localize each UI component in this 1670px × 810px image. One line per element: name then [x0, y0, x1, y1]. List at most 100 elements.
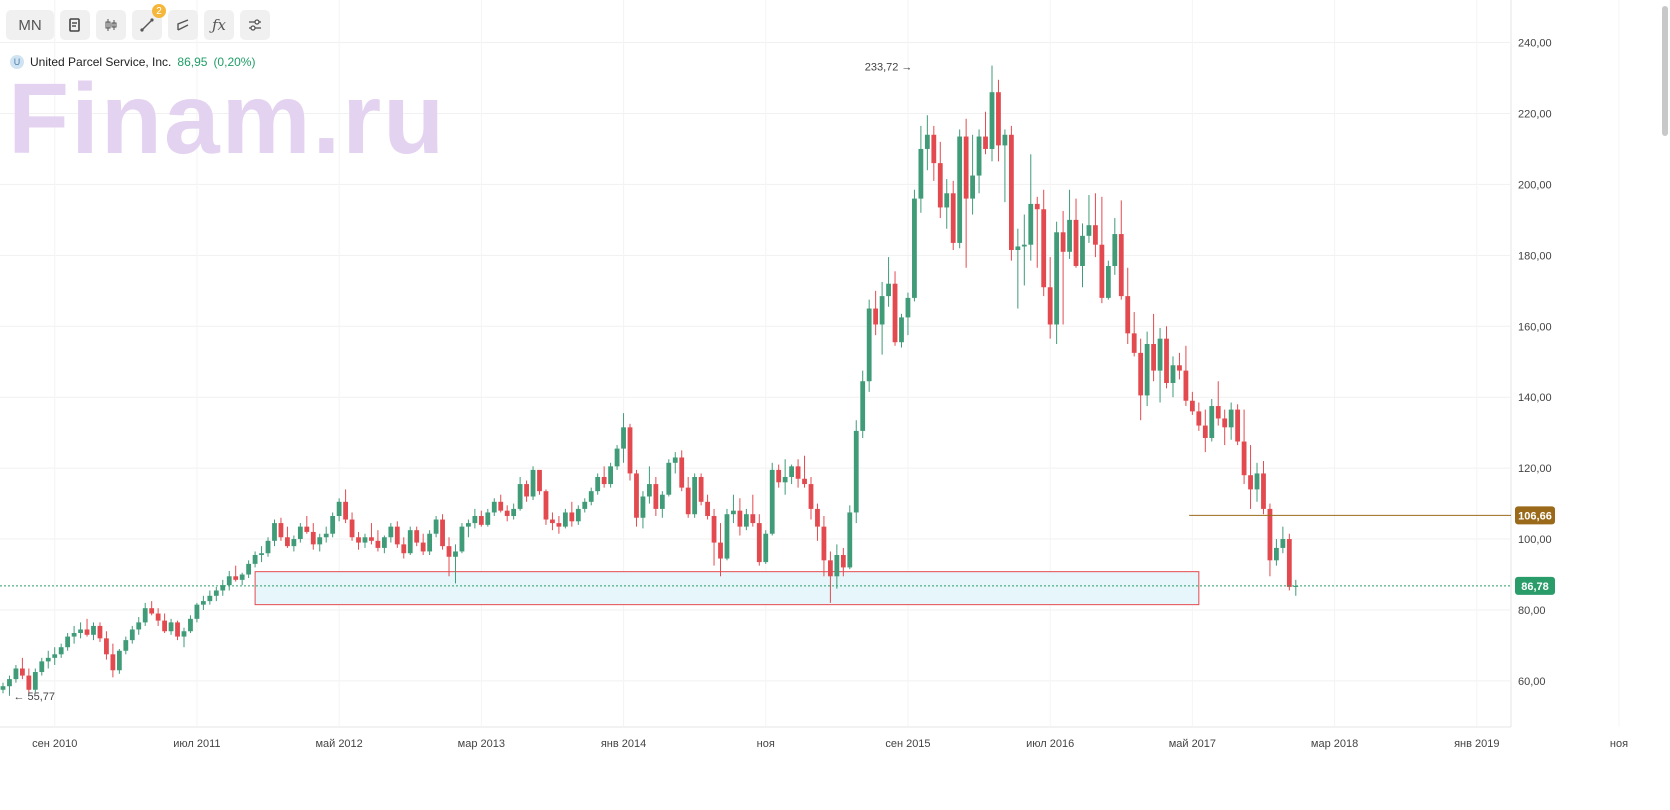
candle — [569, 501, 575, 527]
candle-body — [1041, 209, 1047, 288]
candle — [252, 551, 258, 568]
x-tick-label: май 2017 — [1169, 738, 1216, 750]
candle-body — [1034, 203, 1040, 210]
candle — [873, 290, 879, 336]
candle-body — [1261, 473, 1266, 509]
candle — [1105, 260, 1111, 300]
candle-body — [1274, 547, 1279, 561]
candle — [634, 469, 639, 527]
candle — [401, 537, 407, 559]
candle-body — [996, 92, 1001, 146]
candle — [517, 476, 523, 511]
candle-body — [937, 163, 943, 208]
y-tick-label: 180,00 — [1518, 250, 1552, 262]
candle-body — [1228, 409, 1234, 428]
candle-body — [453, 551, 458, 557]
period-label: MN — [18, 16, 42, 34]
candle-body — [485, 512, 491, 525]
candle-body — [414, 530, 420, 543]
support-zone-rect — [254, 571, 1200, 606]
candle — [1157, 328, 1163, 403]
candle — [1054, 221, 1060, 344]
candle-body — [26, 675, 32, 690]
candle — [847, 505, 853, 570]
candle-body — [1177, 365, 1182, 371]
candle-body — [45, 657, 51, 662]
candle-body — [1067, 219, 1072, 252]
candle-body — [659, 494, 665, 509]
candle — [104, 631, 109, 660]
x-tick-label: янв 2019 — [1454, 738, 1499, 750]
candle — [782, 459, 788, 495]
candle-type-button[interactable] — [96, 10, 126, 40]
candle — [944, 179, 950, 229]
candle-body — [427, 533, 433, 552]
candle-body — [705, 501, 710, 516]
chart-toolbar: MN 2 ƒx — [6, 4, 270, 42]
candle-body — [1047, 287, 1053, 325]
instrument-change: (0,20%) — [213, 55, 256, 69]
candle-body — [220, 585, 226, 591]
draw-tools-button[interactable]: 2 — [132, 4, 166, 40]
x-tick-label: июл 2016 — [1026, 738, 1074, 750]
candle — [1099, 196, 1105, 304]
candle — [983, 111, 988, 155]
candle — [97, 622, 103, 642]
candle-body — [886, 283, 891, 297]
candle — [1189, 391, 1195, 415]
candle-body — [931, 134, 937, 164]
candle — [1241, 409, 1247, 485]
candle-body — [200, 601, 206, 605]
candle-body — [188, 618, 193, 632]
candle — [485, 508, 491, 527]
x-axis[interactable]: сен 2010 июл 2011 май 2012 мар 2013 янв 2014… — [32, 738, 1670, 750]
candle — [621, 413, 626, 463]
candle-body — [420, 542, 426, 552]
candle — [1177, 352, 1182, 380]
candle-body — [39, 661, 45, 673]
candle — [931, 125, 937, 181]
instrument-legend[interactable]: U United Parcel Service, Inc. 86,95 (0,2… — [10, 55, 255, 69]
candle-body — [1060, 232, 1066, 252]
brush-button[interactable] — [168, 10, 198, 40]
candle-body — [13, 668, 19, 680]
candle — [375, 530, 381, 552]
candle-body — [1157, 338, 1163, 371]
candle — [0, 682, 6, 694]
candle-body — [582, 501, 588, 509]
draw-order-button[interactable] — [60, 10, 90, 40]
candle — [45, 650, 51, 669]
candle-type-icon — [105, 19, 117, 31]
price-scale-scrollbar[interactable] — [1662, 6, 1668, 136]
candle — [1170, 356, 1176, 398]
candle — [420, 533, 426, 556]
candle-body — [1105, 265, 1111, 298]
candle-body — [963, 136, 969, 199]
candle — [537, 469, 542, 495]
candle — [84, 618, 90, 637]
candle — [957, 129, 963, 249]
y-axis[interactable]: 60,00 80,00 100,00 120,00 140,00 160,00 180,00… — [1515, 38, 1555, 688]
candle — [433, 515, 439, 538]
candle-body — [718, 542, 723, 559]
settings-button[interactable] — [240, 10, 270, 40]
candle — [304, 515, 310, 534]
level-price-tag — [1515, 506, 1555, 525]
candle — [608, 462, 614, 488]
candle-body — [129, 629, 135, 641]
candle-body — [123, 640, 129, 651]
candle-body — [7, 679, 12, 687]
candle — [110, 643, 116, 678]
candle-body — [1144, 343, 1150, 396]
candle-body — [724, 514, 730, 559]
candle — [1047, 257, 1053, 339]
candle-body — [1118, 234, 1124, 297]
candle — [414, 526, 420, 547]
indicator-button[interactable]: ƒx — [204, 10, 234, 40]
candle-body — [52, 654, 58, 658]
x-tick-label: янв 2014 — [601, 738, 646, 750]
period-button[interactable]: MN — [6, 10, 54, 40]
candle — [989, 65, 995, 162]
candle — [265, 537, 271, 557]
